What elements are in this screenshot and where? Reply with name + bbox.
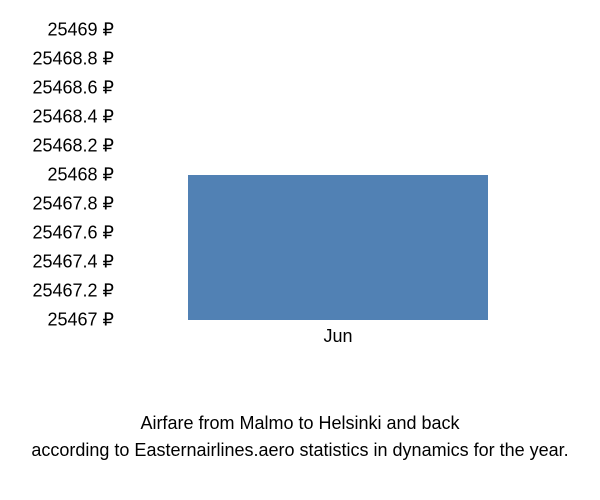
y-tick-label: 25468 ₽ (47, 165, 114, 186)
y-tick-label: 25469 ₽ (47, 20, 114, 41)
x-tick-label: Jun (323, 326, 352, 347)
y-tick-label: 25467.4 ₽ (32, 252, 114, 273)
y-tick-label: 25467.8 ₽ (32, 194, 114, 215)
y-tick-label: 25468.4 ₽ (32, 107, 114, 128)
caption-line-1: Airfare from Malmo to Helsinki and back (10, 410, 590, 437)
chart-caption: Airfare from Malmo to Helsinki and back … (0, 410, 600, 464)
y-tick-label: 25468.2 ₽ (32, 136, 114, 157)
y-tick-label: 25467.2 ₽ (32, 281, 114, 302)
y-tick-label: 25468.8 ₽ (32, 49, 114, 70)
airfare-chart: 25469 ₽ 25468.8 ₽ 25468.6 ₽ 25468.4 ₽ 25468.… (0, 0, 600, 500)
y-tick-label: 25468.6 ₽ (32, 78, 114, 99)
y-tick-label: 25467 ₽ (47, 310, 114, 331)
caption-line-2: according to Easternairlines.aero statis… (10, 437, 590, 464)
bar (188, 175, 487, 320)
y-tick-label: 25467.6 ₽ (32, 223, 114, 244)
